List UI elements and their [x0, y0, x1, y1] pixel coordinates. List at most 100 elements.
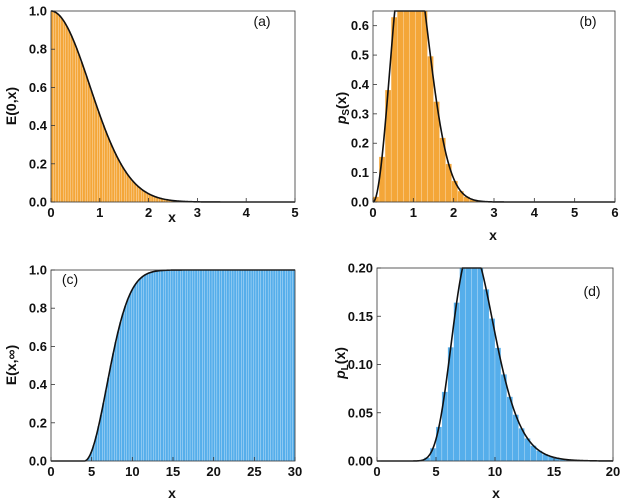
- histogram-bar: [282, 269, 286, 462]
- x-tick-label: 5: [571, 205, 578, 220]
- y-tick-label: 0.2: [351, 136, 369, 151]
- histogram-bar: [238, 269, 242, 462]
- histogram-bar: [287, 269, 291, 462]
- histogram-bar: [55, 13, 59, 203]
- histogram-bar: [141, 276, 144, 462]
- x-tick-label: 1: [96, 205, 103, 220]
- x-tick-label: 5: [88, 464, 95, 479]
- x-tick-label: 15: [166, 464, 180, 479]
- panel-b-ylabel: pS(x): [333, 92, 352, 125]
- histogram-bar: [226, 269, 230, 462]
- histogram-bar: [119, 321, 122, 462]
- y-tick-label: 0.3: [351, 106, 369, 121]
- y-tick-label: 0.1: [351, 165, 369, 180]
- y-tick-label: 0.4: [351, 77, 370, 92]
- x-tick-label: 3: [490, 205, 497, 220]
- histogram-bar: [459, 267, 466, 462]
- histogram-bar: [250, 269, 254, 462]
- y-tick-label: 0.05: [348, 405, 373, 420]
- y-tick-label: 0.2: [29, 415, 47, 430]
- histogram-bar: [89, 89, 93, 203]
- histogram-bar: [109, 143, 113, 203]
- histogram-bar: [219, 269, 223, 462]
- y-tick-label: 0.4: [29, 377, 48, 392]
- histogram-bar: [82, 68, 86, 203]
- y-tick-label: 0.5: [351, 48, 369, 63]
- histogram-bar: [255, 269, 259, 462]
- histogram-bar: [263, 269, 266, 462]
- histogram-bar: [265, 269, 269, 462]
- histogram-bar: [133, 284, 137, 462]
- histogram-bar: [84, 75, 88, 203]
- histogram-bar: [189, 269, 193, 462]
- histogram-bar: [58, 15, 61, 203]
- histogram-bar: [99, 118, 103, 203]
- panel-a-ylabel: E(0,x): [3, 87, 19, 125]
- histogram-bar: [150, 271, 154, 462]
- y-tick-label: 1.0: [29, 4, 47, 19]
- histogram-bar: [126, 174, 130, 203]
- histogram-bar: [106, 377, 110, 462]
- histogram-bar: [206, 269, 210, 462]
- histogram-bar: [102, 124, 105, 203]
- histogram-bar: [175, 269, 179, 462]
- x-tick-label: 4: [243, 205, 251, 220]
- x-tick-label: 15: [547, 464, 561, 479]
- panel-d-ticks: 0 5 10 15 20 0.00 0.05 0.10 0.15 0.20: [348, 261, 621, 480]
- histogram-bar: [194, 269, 198, 462]
- histogram-bar: [160, 270, 164, 462]
- panel-a-ticks: 0 1 2 3 4 5 0.0 0.2 0.4 0.6 0.8 1.0: [29, 4, 299, 221]
- panel-d-ylabel-p: p: [332, 370, 348, 380]
- histogram-bar: [228, 269, 232, 462]
- histogram-bar: [145, 273, 149, 462]
- histogram-bar: [72, 41, 76, 203]
- panel-a-xlabel: x: [168, 209, 176, 225]
- y-tick-label: 0.20: [348, 261, 373, 276]
- panel-a: 0 1 2 3 4 5 0.0 0.2 0.4 0.6 0.8 1.0 x E(0,x) (a): [3, 4, 299, 226]
- histogram-bar: [211, 269, 215, 462]
- histogram-bar: [506, 396, 513, 462]
- histogram-bar: [158, 270, 162, 462]
- histogram-bar: [216, 269, 220, 462]
- histogram-bar: [114, 341, 118, 462]
- panel-d-tag: (d): [583, 283, 600, 299]
- y-tick-label: 1.0: [29, 263, 47, 278]
- histogram-bar: [471, 267, 478, 462]
- x-tick-label: 2: [145, 205, 152, 220]
- x-tick-label: 6: [611, 205, 618, 220]
- histogram-bar: [397, 10, 404, 203]
- histogram-bar: [465, 267, 472, 462]
- x-tick-label: 0: [47, 205, 54, 220]
- histogram-bar: [248, 269, 252, 462]
- histogram-bar: [141, 189, 144, 203]
- histogram-bar: [104, 390, 108, 462]
- histogram-bar: [202, 269, 205, 462]
- panel-d-ylabel: pL(x): [332, 347, 351, 380]
- histogram-bar: [94, 104, 98, 203]
- histogram-bar: [106, 137, 110, 203]
- histogram-bar: [167, 269, 171, 462]
- histogram-bar: [114, 153, 118, 203]
- histogram-bar: [204, 269, 208, 462]
- histogram-bar: [121, 313, 125, 462]
- histogram-bar: [131, 288, 135, 462]
- panel-d-ylabel-sub: L: [340, 364, 351, 370]
- panel-b-bars: [372, 10, 489, 203]
- histogram-bar: [128, 177, 132, 203]
- histogram-bar: [92, 97, 96, 203]
- histogram-bar: [409, 10, 416, 203]
- histogram-bar: [494, 347, 502, 462]
- histogram-bar: [133, 183, 137, 203]
- histogram-bar: [500, 374, 507, 462]
- histogram-bar: [241, 269, 244, 462]
- panel-c-xlabel: x: [168, 485, 176, 501]
- histogram-bar: [253, 269, 257, 462]
- histogram-bar: [177, 269, 181, 462]
- histogram-bar: [180, 269, 183, 462]
- x-tick-label: 5: [291, 205, 298, 220]
- histogram-bar: [111, 353, 115, 462]
- x-tick-label: 20: [606, 464, 620, 479]
- panel-a-bars: [50, 10, 188, 203]
- y-tick-label: 0.6: [29, 80, 47, 95]
